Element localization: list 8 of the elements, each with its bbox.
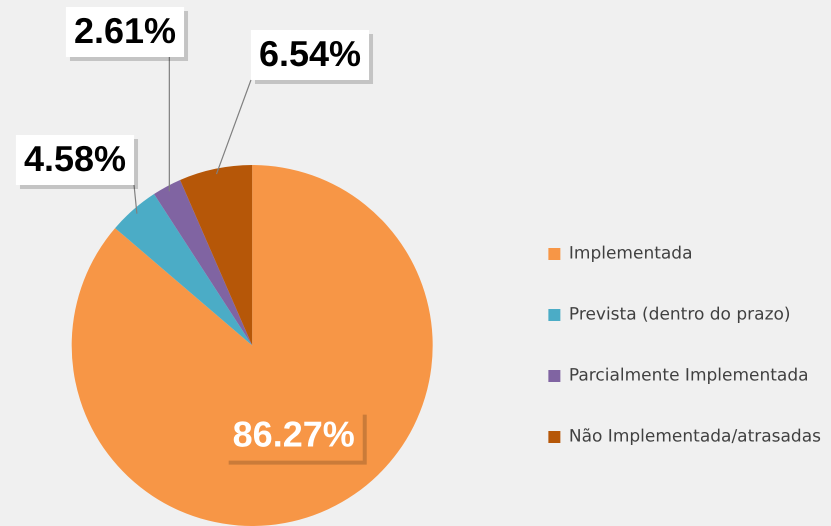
data-label: 2.61% <box>74 10 176 51</box>
legend-label: Prevista (dentro do prazo) <box>568 304 791 324</box>
legend-label: Implementada <box>568 243 693 264</box>
legend-label: Parcialmente Implementada <box>568 365 809 386</box>
legend-label: Não Implementada/atrasadas <box>568 426 822 446</box>
data-label: 6.54% <box>258 32 362 74</box>
data-label: 4.58% <box>24 138 126 179</box>
data-label: 86.27% <box>232 414 355 455</box>
